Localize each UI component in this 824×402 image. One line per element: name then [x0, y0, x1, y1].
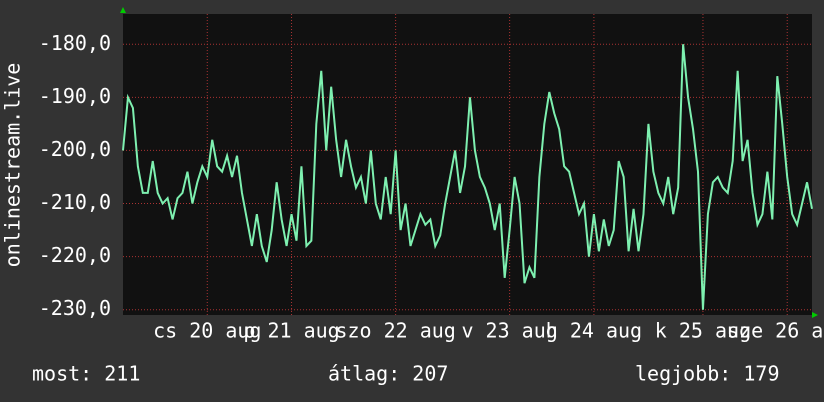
footer-text: legjobb: 179 — [635, 362, 780, 386]
y-axis-label: onlinestream.live — [1, 63, 25, 268]
x-tick-label: p 21 aug — [243, 319, 339, 343]
x-tick-label: szo 22 aug — [335, 319, 455, 343]
plot-area — [123, 14, 812, 315]
footer-text: most: 211 — [32, 362, 140, 386]
data-line — [122, 44, 813, 310]
y-tick-label: -180,0 — [39, 31, 111, 55]
y-tick-label: -220,0 — [39, 243, 111, 267]
x-tick-label: h 24 aug — [546, 319, 642, 343]
axis-arrow — [812, 312, 818, 318]
y-tick-label: -230,0 — [39, 296, 111, 320]
x-tick-label: cs 20 aug — [153, 319, 261, 343]
x-tick-label: k 25 aug — [655, 319, 751, 343]
footer-text: átlag: 207 — [328, 362, 448, 386]
y-tick-label: -200,0 — [39, 137, 111, 161]
y-tick-label: -190,0 — [39, 84, 111, 108]
axis-arrow — [120, 7, 126, 13]
y-tick-label: -210,0 — [39, 190, 111, 214]
x-tick-label: sze 26 aug — [727, 319, 824, 343]
x-tick-label: v 23 aug — [461, 319, 557, 343]
